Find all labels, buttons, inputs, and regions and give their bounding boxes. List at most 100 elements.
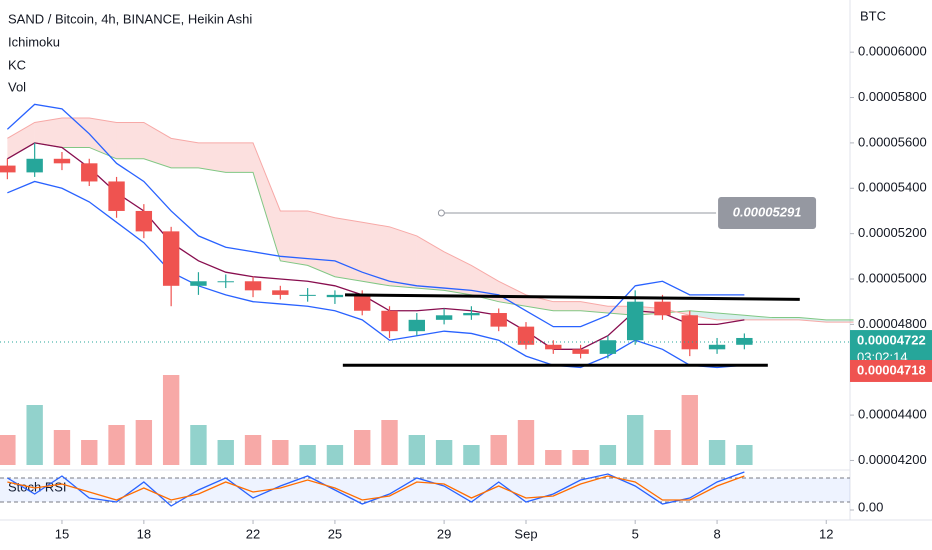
time-tick-label: 25: [328, 526, 342, 541]
last-price-label: 0.00004722: [857, 332, 926, 347]
cloud-segment: [498, 281, 526, 307]
time-tick-label: 15: [55, 526, 69, 541]
volume-bar: [26, 405, 43, 465]
volume-bar: [435, 440, 453, 465]
cloud-segment: [444, 251, 472, 295]
cloud-segment: [34, 117, 62, 148]
volume-bar: [626, 415, 644, 465]
cloud-segment: [689, 310, 718, 320]
kc-middle: [7, 142, 745, 350]
axis-unit: BTC: [860, 8, 886, 23]
volume-bar: [517, 420, 535, 465]
cloud-segment: [798, 317, 827, 323]
volume-bar: [53, 430, 71, 465]
volume-bar: [354, 430, 371, 465]
volume-bar: [108, 425, 125, 465]
price-tick-label: 0.00005200: [858, 225, 927, 240]
candle-body: [572, 349, 589, 354]
volume-bar: [381, 420, 398, 465]
time-tick-label: 12: [819, 526, 833, 541]
price-tick-label: 0.00005600: [858, 134, 927, 149]
cloud-segment: [525, 294, 554, 311]
callout-anchor: [437, 209, 445, 217]
candle-body: [135, 210, 153, 232]
volume-bar: [162, 375, 180, 465]
time-tick-label: 18: [137, 526, 151, 541]
volume-bar: [572, 450, 589, 465]
callout-label: 0.00005291: [733, 204, 802, 219]
candle-body: [217, 281, 234, 283]
cloud-segment: [61, 117, 90, 148]
indicator-label[interactable]: KC: [8, 57, 26, 72]
candle-body: [26, 158, 43, 173]
volume-bar: [326, 445, 344, 465]
candle-body: [490, 313, 507, 327]
candle-body: [244, 281, 262, 291]
volume-bar: [217, 440, 234, 465]
indicator-label[interactable]: Ichimoku: [8, 34, 60, 49]
volume-bar: [736, 445, 753, 465]
volume-bar: [681, 395, 698, 465]
price-tick-label: 0.00004400: [858, 407, 927, 422]
cloud-segment: [280, 210, 308, 266]
price-tick-label: 0.00005000: [858, 270, 927, 285]
cloud-segment: [580, 301, 608, 314]
volume-bar: [408, 435, 425, 465]
stoch-d: [7, 475, 745, 501]
stoch-band: [0, 478, 850, 502]
trend-line: [345, 293, 800, 301]
time-tick-label: 29: [437, 526, 451, 541]
volume-bar: [299, 445, 316, 465]
time-tick-label: Sep: [514, 526, 537, 541]
time-tick-label: 8: [713, 526, 720, 541]
cloud-segment: [89, 117, 117, 159]
candle-body: [190, 281, 207, 286]
indicator-label[interactable]: Vol: [8, 79, 26, 94]
kc-upper: [6, 103, 745, 328]
cloud-segment: [334, 217, 363, 282]
candle-body: [408, 319, 425, 332]
callout-box: [716, 194, 819, 231]
candle-body: [517, 326, 535, 345]
cloud-segment: [7, 122, 35, 159]
price-tick-label: 0.00004200: [858, 452, 927, 467]
volume-bar: [81, 440, 98, 465]
volume-bar: [708, 440, 726, 465]
cloud-segment: [744, 315, 772, 320]
time-tick-label: 22: [246, 526, 260, 541]
cloud-segment: [171, 138, 199, 168]
prev-close-label: 0.00004718: [857, 362, 926, 377]
candle-body: [708, 344, 726, 350]
prev-close-box: [850, 359, 932, 382]
volume-bar: [244, 435, 262, 465]
volume-bar: [654, 430, 671, 465]
volume-bar: [545, 450, 562, 465]
volume-bar: [0, 435, 16, 465]
price-tick-label: 0.00004800: [858, 316, 927, 331]
stoch-k: [7, 471, 745, 507]
candle-body: [53, 158, 71, 164]
candle-body: [354, 294, 371, 311]
volume-bar: [463, 445, 480, 465]
cloud-segment: [471, 265, 499, 302]
candle-body: [0, 165, 16, 173]
candle-body: [381, 310, 398, 332]
volume-bar: [599, 445, 617, 465]
candle-body: [435, 315, 453, 320]
cloud-segment: [225, 142, 254, 173]
volume-bar: [272, 440, 289, 465]
price-tick-label: 0.00005400: [858, 180, 927, 195]
volume-bar: [490, 435, 507, 465]
candle-body: [736, 337, 753, 345]
cloud-segment: [416, 235, 445, 291]
kc-lower: [7, 180, 745, 369]
candle-body: [326, 294, 344, 298]
time-tick-label: 5: [632, 526, 639, 541]
price-tick-label: 0.00005800: [858, 89, 927, 104]
cloud-segment: [826, 319, 854, 323]
cloud-segment: [143, 122, 172, 168]
candle-body: [463, 313, 480, 316]
symbol-title[interactable]: SAND / Bitcoin, 4h, BINANCE, Heikin Ashi: [8, 11, 252, 26]
cloud-span-b: [7, 117, 854, 323]
